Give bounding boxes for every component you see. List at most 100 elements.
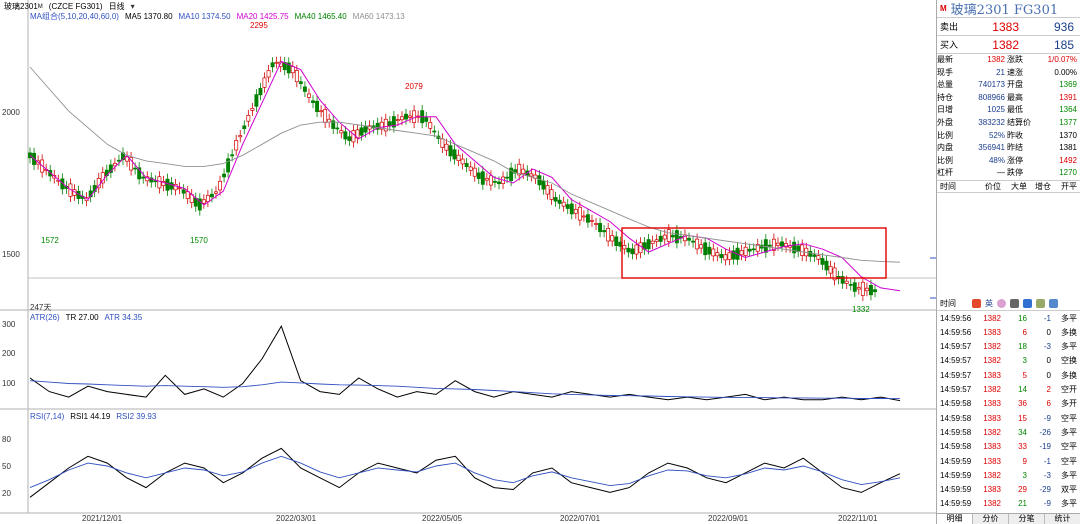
tick-oi-change: 0 [1046, 327, 1051, 337]
candle-body [549, 189, 554, 200]
candle-body [505, 176, 510, 179]
tick-time: 14:59:57 [940, 370, 972, 380]
tick-oi-change: 0 [1046, 370, 1051, 380]
tick-time: 14:59:58 [940, 413, 972, 423]
quote-key: 昨收 [1007, 130, 1023, 140]
tick-type: 多平 [1061, 499, 1077, 509]
quote-value: 808966 [978, 92, 1005, 102]
x-tick: 2022/11/01 [838, 514, 878, 523]
moon-icon[interactable] [997, 298, 1006, 308]
candle-body [869, 284, 873, 296]
tick-volume: 29 [1018, 485, 1027, 495]
candle-body [824, 260, 829, 271]
tick-price: 1382 [983, 499, 1001, 509]
tab-detail[interactable]: 明细 [937, 514, 973, 524]
tick-price: 1383 [983, 456, 1001, 466]
quote-key: 最低 [1007, 105, 1023, 115]
candle-body [319, 110, 324, 113]
candle-body [294, 70, 299, 83]
candle-body [488, 175, 493, 186]
tick-time: 14:59:59 [940, 485, 972, 495]
candle-body [828, 265, 833, 274]
candle-body [197, 198, 202, 211]
tick-price: 1382 [983, 356, 1001, 366]
candle-body [654, 239, 659, 242]
x-tick: 2022/03/01 [276, 514, 317, 523]
tab-stats[interactable]: 统计 [1045, 514, 1080, 524]
candle-body [553, 197, 558, 202]
tick-row[interactable]: 14:59:59 1382 21 -9 多平 [937, 497, 1080, 511]
tick-row[interactable]: 14:59:58 1383 36 6 多开 [937, 397, 1080, 411]
candle-body [808, 250, 813, 257]
candle-body [602, 230, 607, 233]
candle-body [860, 281, 865, 296]
candle-body [428, 122, 433, 129]
buy-row[interactable]: 买入 1382 185 [937, 36, 1080, 54]
quote-key: 最高 [1007, 92, 1023, 102]
ma-combo-label[interactable]: MA组合(5,10,20,40,60,0) [30, 12, 119, 21]
quote-value: 1370 [1059, 130, 1077, 140]
chart-canvas[interactable] [0, 0, 936, 524]
quote-key: 最新 [937, 55, 953, 64]
quote-value: 48% [988, 155, 1005, 165]
tick-price: 1382 [983, 385, 1001, 395]
candle-body [270, 62, 275, 68]
candle-body [630, 248, 635, 255]
tick-row[interactable]: 14:59:57 1382 18 -3 多平 [937, 340, 1080, 354]
tick-time: 14:59:56 [940, 313, 972, 323]
atr-label[interactable]: ATR(26) [30, 313, 60, 322]
tick-row[interactable]: 14:59:58 1383 15 -9 空平 [937, 411, 1080, 425]
tick-row[interactable]: 14:59:57 1382 14 2 空开 [937, 382, 1080, 396]
candle-body [763, 239, 768, 253]
candle-body [557, 199, 562, 204]
tick-price: 1382 [983, 313, 1001, 323]
tick-row[interactable]: 14:59:57 1383 5 0 多换 [937, 368, 1080, 382]
candle-body [493, 180, 497, 183]
tab-price[interactable]: 分价 [973, 514, 1009, 524]
tick-row[interactable]: 14:59:56 1383 6 0 多换 [937, 325, 1080, 339]
tick-row[interactable]: 14:59:58 1383 33 -19 空平 [937, 440, 1080, 454]
chart-area[interactable]: 玻璃2301 M (CZCE FG301) 日线 ▾ MA组合(5,10,20,4… [0, 0, 936, 524]
tick-row[interactable]: 14:59:57 1382 3 0 空换 [937, 354, 1080, 368]
candle-body [375, 122, 380, 130]
candle-body [379, 121, 384, 130]
tick-row[interactable]: 14:59:56 1382 16 -1 多平 [937, 311, 1080, 325]
ime-english-label[interactable]: 英 [985, 298, 993, 308]
quote-value: 1391 [1059, 92, 1077, 102]
candle-body [205, 195, 210, 202]
tick-row[interactable]: 14:59:59 1383 29 -29 双平 [937, 483, 1080, 497]
candle-body [541, 180, 546, 190]
col-time: 时间 [940, 181, 956, 191]
person-icon[interactable] [1036, 298, 1045, 308]
candle-body [670, 234, 675, 238]
tick-oi-change: -29 [1039, 485, 1051, 495]
rsi-label[interactable]: RSI(7,14) [30, 412, 65, 421]
candle-body [800, 244, 805, 256]
tab-trades[interactable]: 分笔 [1009, 514, 1045, 524]
candle-body [476, 172, 481, 179]
tick-row[interactable]: 14:59:58 1382 34 -26 多平 [937, 425, 1080, 439]
candle-body [703, 242, 708, 256]
candle-body [351, 130, 356, 143]
tick-volume: 16 [1018, 313, 1027, 323]
trade-ticks-list[interactable]: 14:59:56 1382 16 -1 多平 14:59:56 1383 6 0 多换 14:59:… [937, 311, 1080, 511]
period-label[interactable]: 日线 [108, 2, 125, 11]
candle-body [606, 228, 611, 242]
candle-body [771, 238, 776, 251]
quote-key: 外盘 [937, 117, 953, 127]
grid-icon[interactable] [1049, 298, 1058, 308]
sogou-icon[interactable] [972, 298, 981, 308]
col-price: 价位 [985, 181, 1001, 191]
candle-body [537, 175, 542, 186]
tick-time: 14:59:57 [940, 385, 972, 395]
tick-row[interactable]: 14:59:59 1383 9 -1 空平 [937, 454, 1080, 468]
tick-row[interactable]: 14:59:59 1382 3 -3 多平 [937, 468, 1080, 482]
tick-volume: 21 [1018, 499, 1027, 509]
candle-body [274, 61, 279, 64]
chevron-down-icon[interactable]: ▾ [130, 2, 135, 11]
tick-time: 14:59:56 [940, 327, 972, 337]
col-inc: 增仓 [1035, 181, 1051, 191]
keyboard-icon[interactable] [1023, 298, 1032, 308]
sell-row[interactable]: 卖出 1383 936 [937, 18, 1080, 36]
microphone-icon[interactable] [1010, 298, 1019, 308]
